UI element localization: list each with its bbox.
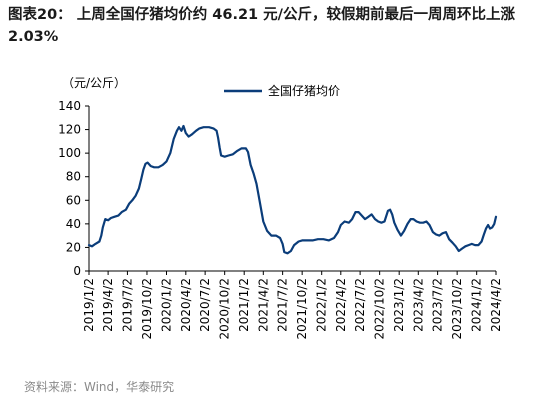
y-tick-label: 40: [66, 217, 81, 231]
y-tick-label: 120: [58, 123, 81, 137]
x-tick-label: 2021/1/2: [237, 278, 251, 332]
x-tick-label: 2024/4/2: [489, 278, 503, 332]
x-tick-label: 2023/10/2: [450, 278, 464, 340]
x-tick-label: 2023/1/2: [392, 278, 406, 332]
series-layer: [87, 124, 498, 255]
x-tick-label: 2020/7/2: [198, 278, 212, 332]
x-tick-label: 2022/10/2: [373, 278, 387, 340]
y-axis-ticks: 0 20 40 60 80 100 120 140: [58, 99, 89, 278]
x-tick-label: 2019/4/2: [101, 278, 115, 332]
figure-title: 图表20： 上周全国仔猪均价约 46.21 元/公斤，较假期前最后一周周环比上涨…: [8, 7, 515, 45]
axes: [88, 106, 496, 272]
series-line-piglet-price: [87, 124, 498, 255]
x-tick-label: 2019/7/2: [120, 278, 134, 332]
y-tick-label: 100: [58, 146, 81, 160]
x-tick-label: 2020/10/2: [218, 278, 232, 340]
x-tick-label: 2021/4/2: [256, 278, 270, 332]
y-tick-label: 20: [66, 240, 81, 254]
x-tick-label: 2022/4/2: [334, 278, 348, 332]
x-tick-label: 2019/1/2: [82, 278, 96, 332]
x-tick-label: 2022/1/2: [315, 278, 329, 332]
y-tick-label: 80: [66, 170, 81, 184]
x-tick-label: 2023/7/2: [431, 278, 445, 332]
x-axis-ticks: 2019/1/2 2019/4/2 2019/7/2 2019/10/2 2020/1/…: [82, 271, 503, 340]
source-note: 资料来源：Wind，华泰研究: [24, 380, 175, 394]
y-tick-label: 140: [58, 99, 81, 113]
x-tick-label: 2022/7/2: [353, 278, 367, 332]
y-axis-unit-label: （元/公斤）: [62, 76, 126, 90]
x-tick-label: 2020/1/2: [159, 278, 173, 332]
x-tick-label: 2019/10/2: [140, 278, 154, 340]
x-tick-label: 2021/7/2: [276, 278, 290, 332]
y-tick-label: 60: [66, 193, 81, 207]
x-tick-label: 2024/1/2: [470, 278, 484, 332]
x-tick-label: 2023/4/2: [411, 278, 425, 332]
legend-label: 全国仔猪均价: [268, 83, 340, 98]
x-tick-label: 2021/10/2: [295, 278, 309, 340]
y-tick-label: 0: [73, 264, 81, 278]
legend: 全国仔猪均价: [224, 83, 340, 98]
x-tick-label: 2020/4/2: [179, 278, 193, 332]
